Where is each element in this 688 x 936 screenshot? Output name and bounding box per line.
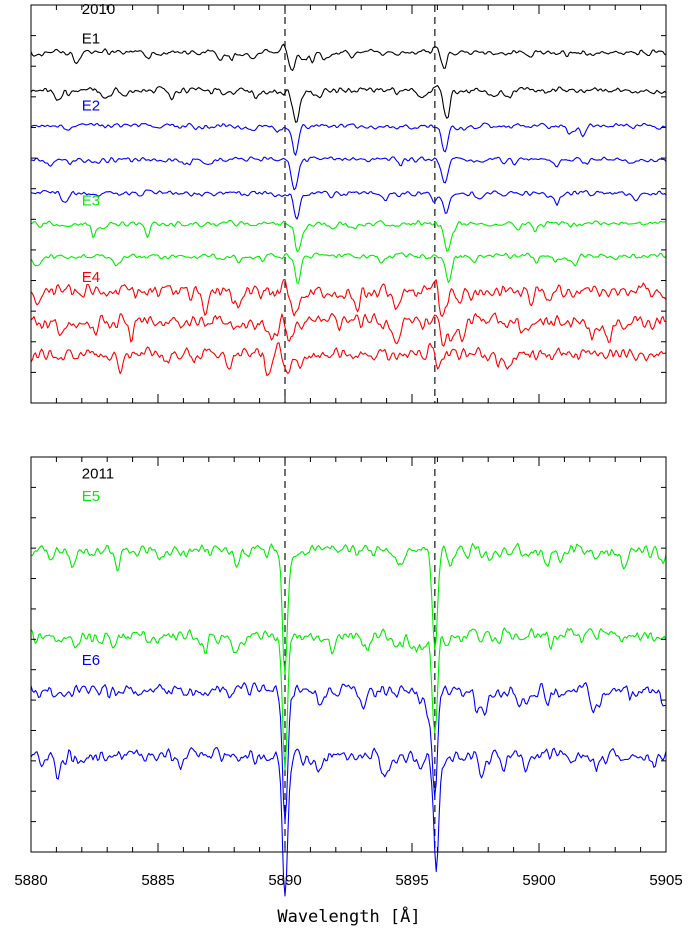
label-e2: E2 [82,98,100,115]
series-e4-10 [30,342,667,377]
panel-bottom: 5880 5885 5890 5895 5900 5905 2011 E5 E6 [14,456,683,897]
series-e2-3 [30,122,667,156]
series-e6-4 [30,747,667,897]
series-e5-2 [30,627,667,771]
x-tick-label: 5895 [395,872,428,889]
label-2011: 2011 [82,465,114,482]
x-tick-label: 5900 [522,872,555,889]
x-tick-label: 5890 [268,872,301,889]
series-e2-4 [30,156,667,191]
series-e4-9 [30,312,667,347]
label-e1: E1 [82,30,100,47]
label-e5: E5 [82,488,100,505]
label-e3: E3 [82,193,100,210]
series-e1-1 [30,43,667,71]
series-e2-5 [30,189,667,220]
label-e4: E4 [82,269,100,286]
label-e6: E6 [82,652,100,669]
series-e4-8 [30,278,667,317]
series-e5-1 [30,542,667,675]
x-axis-label: Wavelength [Å] [277,905,420,927]
series-e3-7 [30,252,667,284]
x-tick-label: 5885 [141,872,174,889]
series-e1-2 [30,85,667,123]
label-2010: 2010 [82,1,115,18]
x-tick-label: 5905 [649,872,682,889]
panel-top: 2010 E1 E2 E3 E4 [30,1,667,404]
plot-frame [30,456,667,853]
series-e6-3 [30,682,667,822]
series-e3-6 [30,219,667,253]
x-tick-label: 5880 [14,872,47,889]
plot-frame [30,4,667,404]
